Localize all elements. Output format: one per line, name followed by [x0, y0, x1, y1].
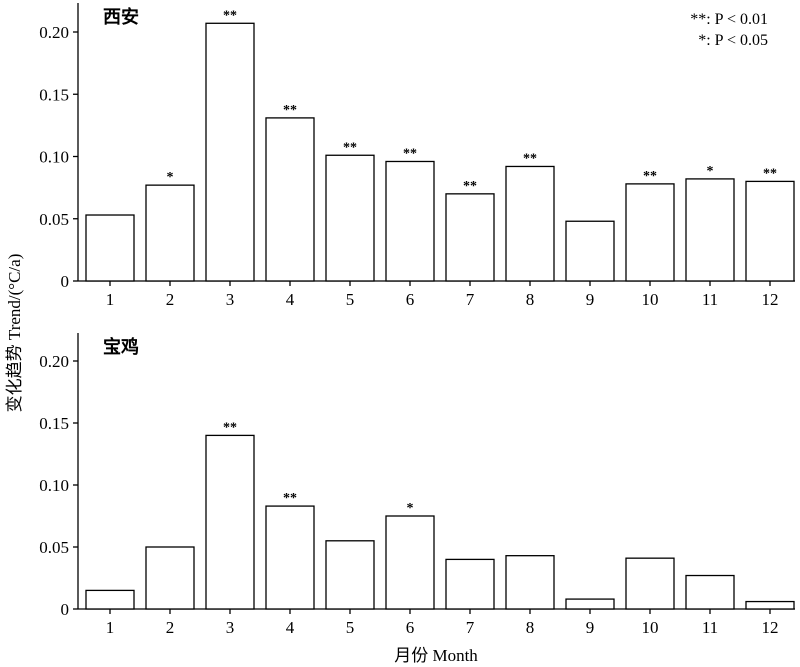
y-tick-label: 0.20: [39, 352, 69, 371]
significance-marker: **: [283, 103, 297, 118]
y-tick-label: 0.10: [39, 148, 69, 167]
panel-title: 宝鸡: [103, 336, 139, 357]
significance-marker: *: [167, 170, 174, 185]
bar: [205, 22, 255, 282]
significance-marker: **: [403, 146, 417, 161]
bar: [85, 589, 135, 610]
y-tick-label: 0.20: [39, 23, 69, 42]
x-tick-label: 6: [406, 618, 415, 637]
x-tick-label: 3: [226, 618, 235, 637]
x-tick-label: 6: [406, 290, 415, 309]
x-tick-label: 9: [586, 618, 595, 637]
bar: [565, 598, 615, 610]
x-tick-label: 10: [642, 618, 659, 637]
x-tick-label: 4: [286, 618, 295, 637]
bar: [685, 178, 735, 282]
significance-marker: **: [223, 420, 237, 435]
x-axis-title: 月份 Month: [394, 646, 478, 665]
bar: [625, 183, 675, 282]
y-tick-label: 0.15: [39, 85, 69, 104]
y-tick-label: 0.05: [39, 210, 69, 229]
bar: [505, 555, 555, 610]
x-tick-label: 12: [762, 618, 779, 637]
chart-panel-xian: 00.050.100.150.201 2*3**4**5**6**7**8**9 1…: [39, 3, 795, 309]
bar: [265, 505, 315, 610]
significance-marker: **: [763, 166, 777, 181]
bar: [445, 193, 495, 282]
significance-marker: **: [343, 140, 357, 155]
x-tick-label: 4: [286, 290, 295, 309]
bar: [745, 180, 795, 282]
significance-marker: **: [523, 151, 537, 166]
x-tick-label: 3: [226, 290, 235, 309]
x-tick-label: 11: [702, 618, 718, 637]
bar: [565, 220, 615, 282]
bar: [325, 540, 375, 610]
x-tick-label: 5: [346, 290, 355, 309]
y-tick-label: 0: [61, 272, 70, 291]
significance-marker: *: [707, 164, 714, 179]
x-tick-label: 1: [106, 618, 115, 637]
bar: [265, 117, 315, 282]
x-tick-label: 7: [466, 290, 475, 309]
bar: [205, 434, 255, 610]
x-tick-label: 2: [166, 290, 175, 309]
x-tick-label: 9: [586, 290, 595, 309]
significance-marker: **: [643, 169, 657, 184]
y-tick-label: 0.10: [39, 476, 69, 495]
x-tick-label: 1: [106, 290, 115, 309]
x-tick-label: 7: [466, 618, 475, 637]
bar: [385, 160, 435, 282]
y-tick-label: 0: [61, 600, 70, 619]
x-tick-label: 8: [526, 290, 535, 309]
bar: [745, 600, 795, 610]
bar: [445, 558, 495, 610]
significance-marker: **: [463, 179, 477, 194]
bar: [145, 546, 195, 610]
legend-entry: **: P < 0.01: [690, 11, 768, 28]
x-tick-label: 12: [762, 290, 779, 309]
significance-marker: **: [283, 491, 297, 506]
significance-marker: **: [223, 8, 237, 23]
x-tick-label: 10: [642, 290, 659, 309]
x-tick-label: 11: [702, 290, 718, 309]
bar: [625, 557, 675, 610]
x-tick-label: 2: [166, 618, 175, 637]
bar: [85, 214, 135, 282]
bar: [385, 515, 435, 610]
y-axis-title: 变化趋势 Trend/(°C/a): [5, 254, 24, 413]
bar: [685, 574, 735, 610]
significance-marker: *: [407, 501, 414, 516]
x-tick-label: 8: [526, 618, 535, 637]
x-tick-label: 5: [346, 618, 355, 637]
legend-entry: *: P < 0.05: [698, 32, 768, 49]
bar: [145, 184, 195, 282]
y-tick-label: 0.05: [39, 538, 69, 557]
bar: [325, 154, 375, 282]
panel-title: 西安: [103, 6, 139, 27]
bar: [505, 165, 555, 282]
y-tick-label: 0.15: [39, 414, 69, 433]
